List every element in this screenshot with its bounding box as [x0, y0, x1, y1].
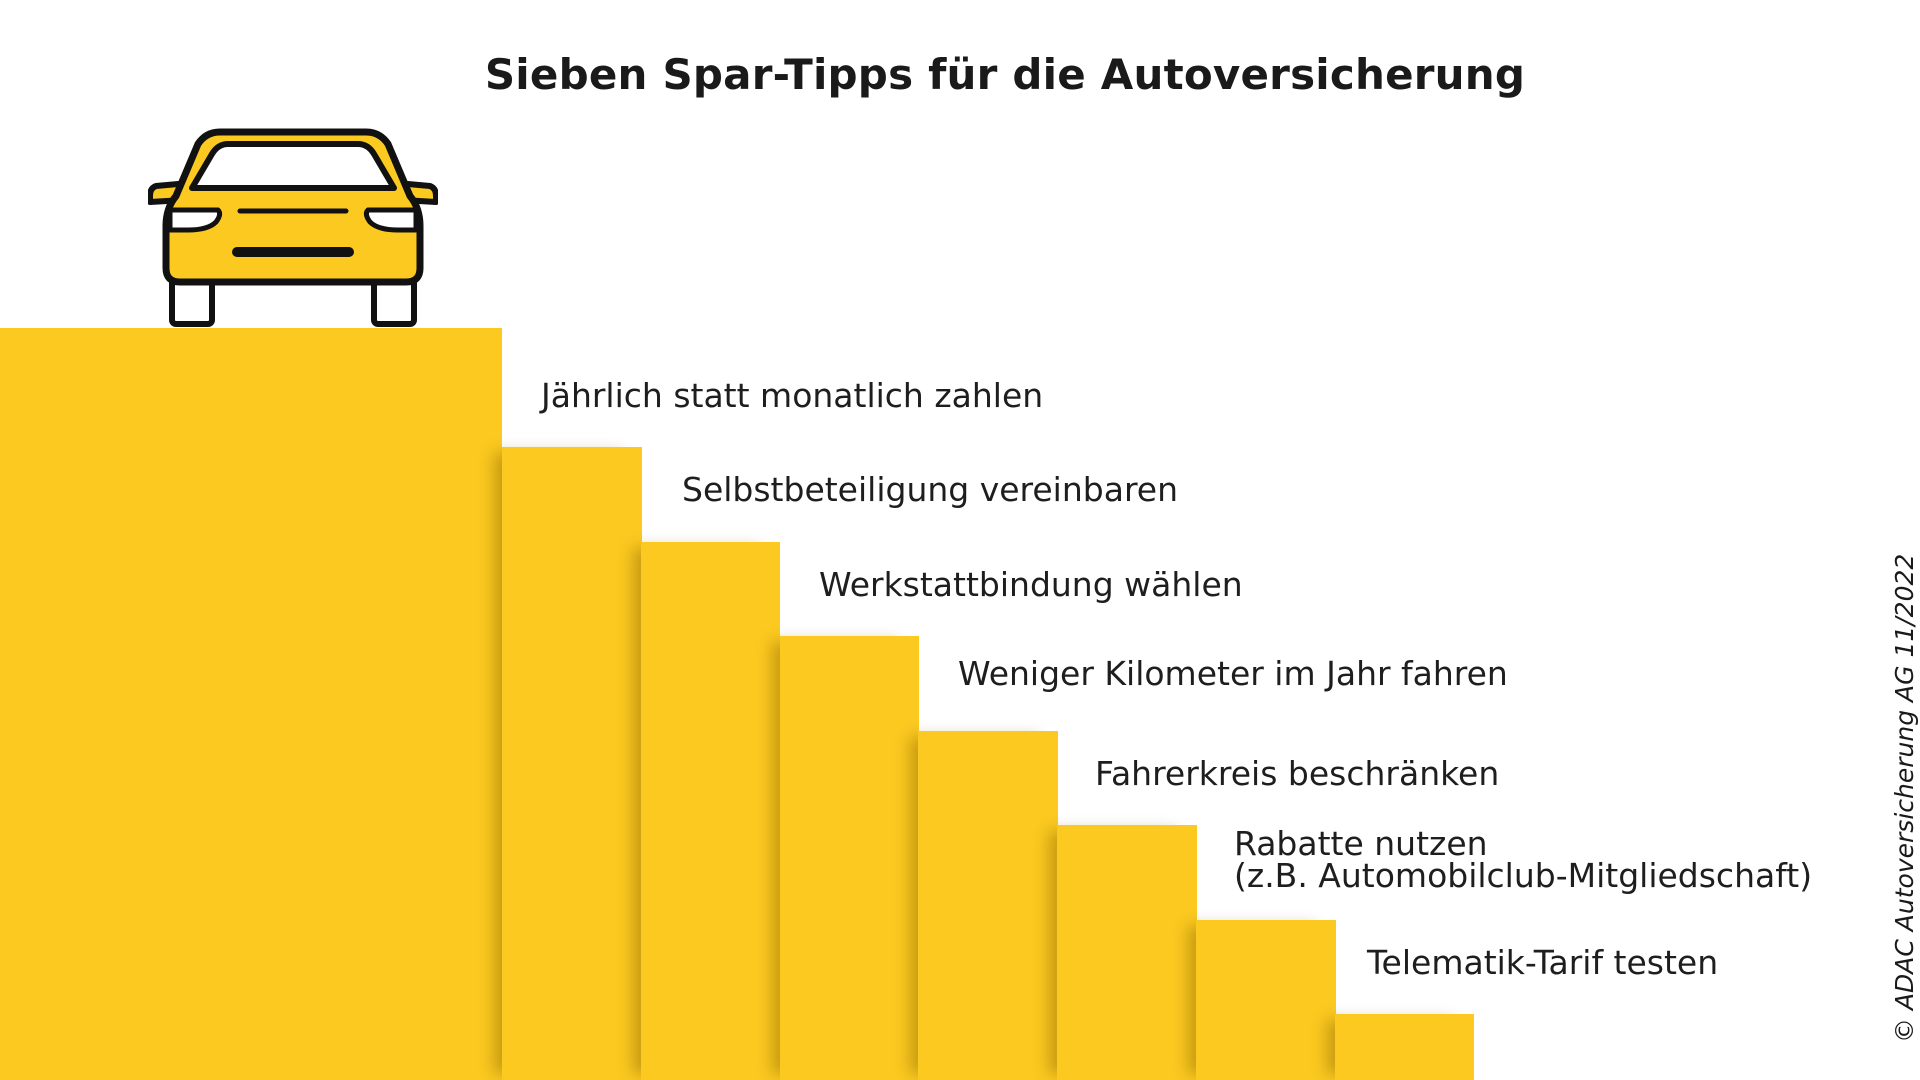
car-front-icon [148, 128, 438, 327]
stair-step-7 [1335, 1014, 1474, 1080]
tip-label-7: Telematik-Tarif testen [1367, 943, 1719, 982]
tip-label-6: Rabatte nutzen (z.B. Automobilclub-Mitgl… [1234, 824, 1813, 895]
stair-step-1 [502, 447, 642, 1080]
stair-step-6 [1196, 920, 1336, 1080]
stair-step-5 [1057, 825, 1197, 1080]
tip-label-4: Weniger Kilometer im Jahr fahren [958, 654, 1508, 693]
staircase-top-platform [0, 328, 502, 1080]
copyright-credit: © ADAC Autoversicherung AG 11/2022 [1890, 553, 1919, 1043]
tip-label-5: Fahrerkreis beschränken [1095, 754, 1500, 793]
stair-step-4 [918, 731, 1058, 1080]
stair-step-2 [641, 542, 780, 1080]
stair-step-3 [780, 636, 919, 1080]
page-title: Sieben Spar-Tipps für die Autoversicheru… [484, 50, 1526, 99]
tip-label-3: Werkstattbindung wählen [819, 565, 1243, 604]
tip-label-1: Jährlich statt monatlich zahlen [541, 376, 1044, 415]
tip-label-2: Selbstbeteiligung vereinbaren [682, 470, 1178, 509]
